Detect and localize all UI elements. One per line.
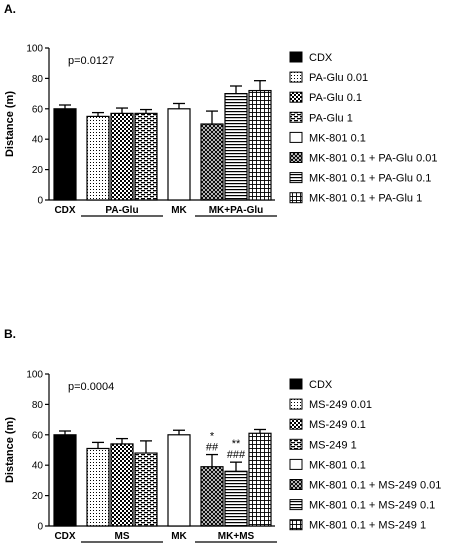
y-tick-label: 0 (37, 522, 43, 533)
bar (200, 123, 224, 201)
y-tick-label: 100 (26, 370, 43, 381)
legend-label: MK-801 0.1 (309, 132, 366, 144)
bar (224, 92, 248, 201)
legend-swatch (289, 458, 303, 470)
legend-label: MS-249 0.1 (309, 419, 366, 431)
group-label: MK (171, 531, 187, 542)
legend-label: MK-801 0.1 + PA-Glu 1 (309, 193, 422, 205)
legend-swatch (289, 378, 303, 390)
legend-swatch (289, 51, 303, 63)
legend-label: MK-801 0.1 + MS-249 0.1 (309, 500, 435, 512)
legend-label: PA-Glu 0.01 (309, 72, 368, 84)
significance-marker: * (210, 431, 215, 443)
y-tick-label: 40 (32, 461, 44, 472)
bar (248, 89, 272, 201)
panel-b: B. Distance (m) 0 20 40 60 80 100 p=0.0004 ##* ###… (4, 327, 441, 543)
bar (110, 112, 134, 201)
bar (248, 432, 272, 527)
bar (200, 466, 224, 527)
y-axis-label: Distance (m) (4, 417, 16, 483)
group-label: MK+PA-Glu (209, 205, 264, 216)
group-label: MK+MS (218, 531, 255, 542)
bar (224, 470, 248, 527)
bar (134, 452, 158, 527)
legend-swatch (289, 111, 303, 123)
panel-label: A. (4, 2, 16, 16)
bar (134, 112, 158, 201)
legend-label: PA-Glu 1 (309, 112, 353, 124)
panel-a: A. Distance (m) 0 20 40 60 80 100 p=0.0127 CDX PA-… (4, 2, 438, 217)
legend-label: CDX (309, 379, 333, 391)
y-axis-label: Distance (m) (4, 91, 16, 157)
significance-marker: ## (206, 442, 219, 454)
legend-label: MK-801 0.1 + PA-Glu 0.01 (309, 153, 438, 165)
bar (86, 115, 110, 201)
legend-label: PA-Glu 0.1 (309, 92, 362, 104)
bar (110, 443, 134, 527)
legend-swatch (289, 418, 303, 430)
legend-label: MK-801 0.1 + MS-249 1 (309, 520, 426, 532)
p-value-annotation: p=0.0004 (68, 381, 114, 393)
y-tick-label: 80 (32, 400, 44, 411)
legend-label: MK-801 0.1 + PA-Glu 0.1 (309, 173, 431, 185)
legend-swatch (289, 71, 303, 83)
legend-label: CDX (309, 52, 333, 64)
legend-label: MS-249 0.01 (309, 399, 372, 411)
group-label: PA-Glu (105, 205, 138, 216)
legend-label: MS-249 1 (309, 439, 357, 451)
y-tick-label: 0 (37, 196, 43, 207)
legend-swatch (289, 479, 303, 490)
legend-swatch (289, 91, 303, 103)
bar (53, 434, 77, 527)
legend-swatch (289, 172, 303, 184)
significance-marker: ### (227, 449, 246, 461)
legend-label: MK-801 0.1 + MS-249 0.01 (309, 480, 441, 492)
group-label: MK (171, 205, 187, 216)
legend-swatch (289, 499, 303, 511)
y-tick-label: 20 (32, 491, 44, 502)
legend-swatch (289, 192, 303, 204)
legend-swatch (289, 519, 303, 531)
group-label: CDX (54, 531, 75, 542)
legend-swatch (289, 398, 303, 410)
y-tick-label: 100 (26, 44, 43, 55)
p-value-annotation: p=0.0127 (68, 55, 114, 67)
y-tick-label: 60 (32, 430, 44, 441)
y-tick-label: 40 (32, 135, 44, 146)
y-tick-label: 80 (32, 74, 44, 85)
group-label: CDX (54, 205, 75, 216)
significance-marker: ** (232, 438, 241, 450)
bar (167, 108, 191, 201)
bar (53, 108, 77, 201)
panel-label: B. (4, 327, 16, 341)
y-tick-label: 60 (32, 104, 44, 115)
bar (167, 434, 191, 527)
legend-swatch (289, 131, 303, 143)
y-tick-label: 20 (32, 165, 44, 176)
legend-swatch (289, 152, 303, 163)
group-label: MS (115, 531, 130, 542)
bar (86, 447, 110, 527)
legend-label: MK-801 0.1 (309, 459, 366, 471)
legend-swatch (289, 438, 303, 450)
